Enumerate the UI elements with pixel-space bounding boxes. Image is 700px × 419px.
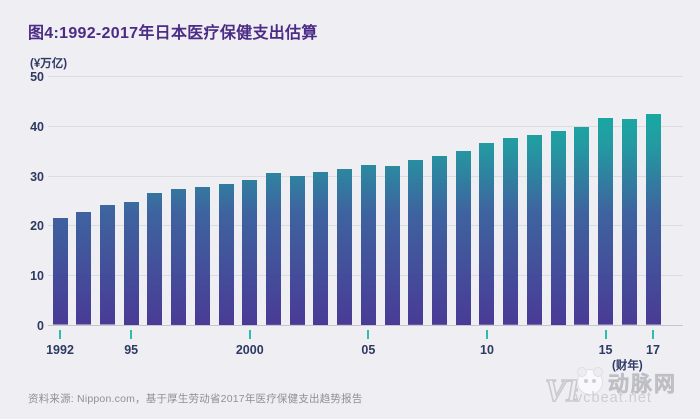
y-tick-label-20: 20: [30, 219, 44, 234]
x-tick-2000: [248, 330, 251, 339]
bar-2007: [408, 160, 424, 325]
source-note: 资料来源: Nippon.com，基于厚生劳动省2017年医疗保健支出趋势报告: [28, 393, 363, 405]
x-axis-unit-label: (财年): [612, 360, 643, 372]
bar-2011: [503, 138, 519, 325]
y-tick-label-10: 10: [30, 269, 44, 284]
bar-1993: [76, 212, 92, 325]
bar-2008: [432, 156, 448, 325]
emoji-eye-icon: [584, 379, 588, 383]
bar-2002: [289, 176, 305, 325]
x-axis-baseline: [48, 325, 683, 326]
bar-1995: [123, 201, 139, 325]
bar-2014: [574, 127, 590, 325]
bar-2009: [455, 150, 471, 325]
gridline-50: [48, 76, 683, 77]
x-tick-2017: [652, 330, 654, 339]
x-tick-2005: [367, 330, 370, 339]
bar-2013: [550, 130, 566, 325]
x-tick-1995: [130, 330, 133, 339]
bar-2015: [598, 118, 614, 325]
watermark: VB 动脉网 vcbeat.net: [544, 367, 696, 413]
bar-2004: [337, 169, 353, 325]
watermark-brand-name: 动脉网: [608, 373, 677, 397]
gridline-40: [48, 125, 683, 127]
vb-logo-icon: VB: [544, 371, 578, 409]
bar-2017: [645, 114, 661, 325]
watermark-site-url: vcbeat.net: [575, 390, 652, 406]
y-tick-label-50: 50: [30, 70, 44, 84]
y-tick-label-40: 40: [30, 119, 44, 134]
bar-2001: [265, 173, 281, 325]
x-tick-label-1992: 1992: [46, 343, 74, 357]
bar-1994: [99, 205, 115, 325]
bar-2003: [313, 171, 329, 325]
emoji-sticker-icon: [577, 367, 603, 395]
x-tick-label-2010: 10: [480, 343, 494, 357]
plot-area: [48, 76, 683, 326]
x-tick-2015: [604, 330, 607, 339]
x-tick-label-2000: 2000: [235, 343, 264, 357]
x-tick-1992: [59, 330, 61, 339]
bar-2016: [621, 119, 637, 325]
y-tick-label-0: 0: [37, 319, 44, 333]
bar-1996: [147, 192, 163, 325]
svg-text:VB: VB: [545, 372, 578, 408]
emoji-eye-icon: [592, 379, 596, 383]
bar-1998: [194, 186, 210, 325]
chart-title: 图4:1992-2017年日本医疗保健支出估算: [28, 25, 318, 42]
bar-2010: [479, 143, 495, 325]
x-tick-label-2017: 17: [646, 343, 660, 357]
y-axis-unit-label: (¥万亿): [30, 58, 68, 70]
bar-2012: [526, 135, 542, 325]
y-axis-tick-labels: 0 10 20 30 40 50: [0, 70, 44, 333]
x-tick-label-1995: 95: [124, 343, 139, 357]
bar-2005: [360, 164, 376, 325]
x-tick-label-2015: 15: [598, 343, 613, 357]
x-tick-2010: [485, 330, 488, 339]
y-tick-label-30: 30: [30, 169, 44, 184]
bar-1997: [171, 189, 187, 325]
bar-2000: [242, 179, 258, 325]
bar-1999: [218, 183, 234, 325]
bar-1992: [52, 218, 68, 325]
x-axis: 1992 95 2000 05 10 15 17: [46, 326, 683, 366]
x-tick-label-2005: 05: [361, 343, 376, 357]
bar-2006: [384, 165, 400, 325]
